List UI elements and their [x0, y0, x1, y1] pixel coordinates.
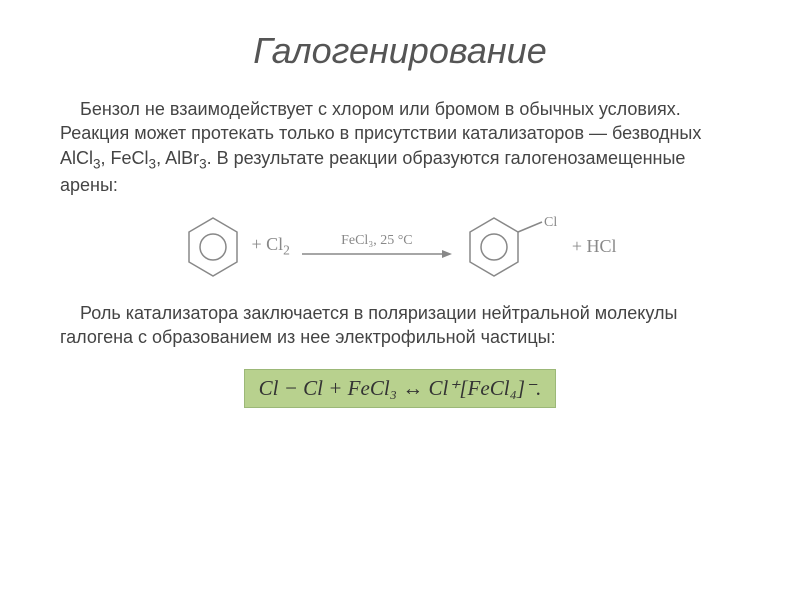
p1-d: . В результате реакции образуются галоге…	[60, 148, 685, 196]
svg-text:Cl: Cl	[544, 215, 557, 230]
p1-c: , AlBr	[156, 148, 199, 168]
plus-reagent: + Cl2	[251, 234, 289, 259]
reaction-scheme: + Cl2 FeCl₃, 25 °C Cl + HCl	[60, 212, 740, 287]
slide: Галогенирование Бензол не взаимодействуе…	[0, 0, 800, 600]
chlorobenzene-icon: Cl	[464, 212, 564, 282]
benzene-icon	[183, 212, 243, 282]
sub-3c: 3	[199, 156, 207, 171]
equation-box: Cl − Cl + FeCl₃ ↔ Cl⁺[FeCl₄]⁻.	[244, 369, 557, 408]
slide-title: Галогенирование	[60, 30, 740, 72]
p1-b: , FeCl	[101, 148, 149, 168]
reagent-sub: 2	[283, 243, 290, 258]
arrow-icon	[302, 247, 452, 261]
sub-3b: 3	[149, 156, 157, 171]
paragraph-1: Бензол не взаимодействует с хлором или б…	[60, 97, 740, 198]
reagent-text: + Cl	[251, 234, 283, 254]
reaction-row: + Cl2 FeCl₃, 25 °C Cl + HCl	[183, 212, 616, 282]
byproduct-text: + HCl	[572, 236, 617, 257]
equation-row: Cl − Cl + FeCl₃ ↔ Cl⁺[FeCl₄]⁻.	[60, 359, 740, 408]
reaction-arrow: FeCl₃, 25 °C	[302, 233, 452, 261]
sub-3a: 3	[93, 156, 101, 171]
paragraph-2: Роль катализатора заключается в поляриза…	[60, 301, 740, 350]
